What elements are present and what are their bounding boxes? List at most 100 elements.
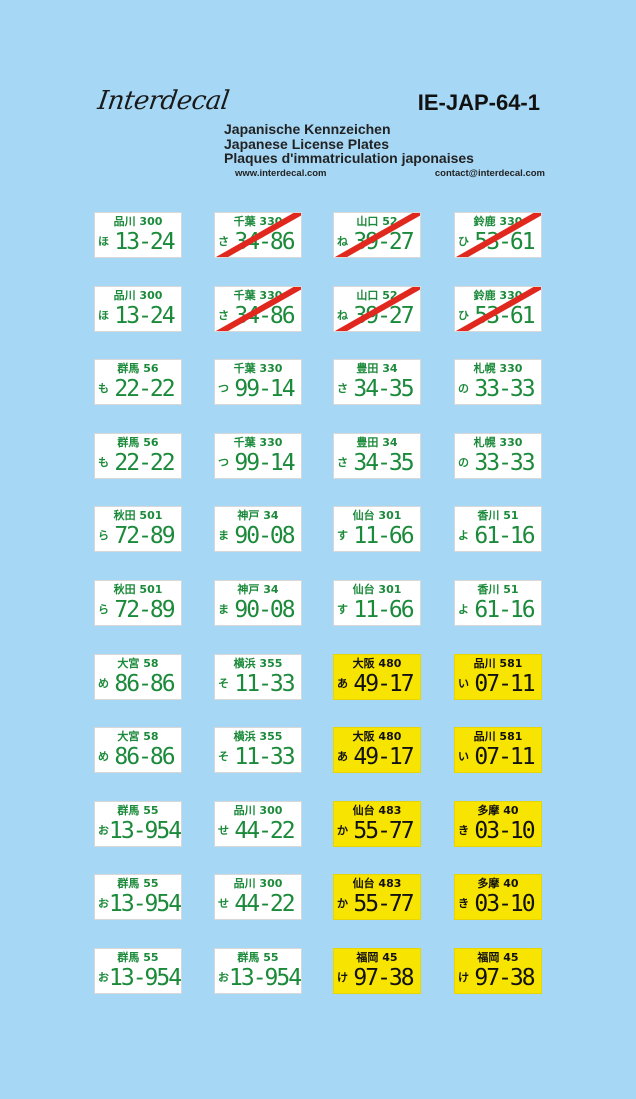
license-plate: 千葉 330 つ 99-14 [214,359,302,405]
plate-kana: め [98,750,109,763]
license-plate: 豊田 34 さ 34-35 [333,433,421,479]
plate-kana: よ [458,603,469,616]
license-plate: 豊田 34 さ 34-35 [333,359,421,405]
license-plate: 品川 300 せ 44-22 [214,801,302,847]
plate-region: 秋田 501 [113,583,163,596]
plate-number: 03-10 [474,818,535,844]
strike-through-mark [334,287,420,331]
plate-kana: さ [218,235,229,248]
plate-region: 品川 581 [473,730,523,743]
license-plate: 仙台 301 す 11-66 [333,506,421,552]
license-plate: 品川 300 せ 44-22 [214,874,302,920]
license-plate: 群馬 55 お 13-954 [94,948,182,994]
plate-kana: お [218,971,229,984]
plate-region: 群馬 55 [237,951,279,964]
plate-kana: ね [337,235,348,248]
title-french: Plaques d'immatriculation japonaises [224,150,474,166]
license-plate: 群馬 55 お 13-954 [94,801,182,847]
plate-kana: い [458,750,469,763]
email-link[interactable]: contact@interdecal.com [434,168,545,179]
plate-kana: お [98,897,109,910]
license-plate: 札幌 330 の 33-33 [454,433,542,479]
plate-number: 61-16 [474,523,535,549]
plate-region: 横浜 355 [233,657,283,670]
plate-kana: の [458,456,469,469]
plate-kana: ひ [458,235,469,248]
strike-through-mark [215,213,301,257]
product-code: IE-JAP-64-1 [417,90,540,115]
license-plate: 品川 581 い 07-11 [454,727,542,773]
plate-number: 97-38 [474,965,535,991]
license-plate: 札幌 330 の 33-33 [454,359,542,405]
strike-through-mark [215,287,301,331]
plate-number: 07-11 [474,744,535,770]
website-link[interactable]: www.interdecal.com [235,168,327,179]
plate-region: 大阪 480 [352,657,402,670]
plate-kana: ま [218,603,229,616]
plate-kana: そ [218,677,229,690]
plate-number: 86-86 [114,744,175,770]
license-plate: 品川 581 い 07-11 [454,654,542,700]
plate-number: 33-33 [474,376,535,402]
plate-region: 香川 51 [477,583,519,596]
license-plate: 大宮 58 め 86-86 [94,654,182,700]
plate-number: 13-954 [229,965,301,991]
plate-region: 大宮 58 [117,730,159,743]
license-plate: 香川 51 よ 61-16 [454,580,542,626]
plate-kana: ら [98,603,109,616]
plate-kana: め [98,677,109,690]
plate-region: 群馬 56 [117,362,159,375]
plate-number: 49-17 [353,671,414,697]
plate-region: 群馬 56 [117,436,159,449]
plate-kana: ほ [98,235,109,248]
plate-kana: け [458,971,469,984]
plate-kana: の [458,382,469,395]
plate-number: 13-954 [109,965,181,991]
license-plate: 多摩 40 き 03-10 [454,801,542,847]
plate-number: 11-33 [234,744,295,770]
license-plate: 鈴鹿 330 ひ 53-61 [454,212,542,258]
plate-kana: よ [458,529,469,542]
license-plate: 秋田 501 ら 72-89 [94,580,182,626]
plate-kana: つ [218,456,229,469]
plate-region: 横浜 355 [233,730,283,743]
plate-number: 99-14 [234,376,295,402]
plate-number: 55-77 [353,891,414,917]
plate-number: 90-08 [234,523,295,549]
license-plate: 千葉 330 さ 34-86 [214,286,302,332]
plate-number: 33-33 [474,450,535,476]
license-plate: 群馬 55 お 13-954 [214,948,302,994]
plate-region: 仙台 301 [352,583,402,596]
plate-region: 千葉 330 [233,362,283,375]
plate-region: 群馬 55 [117,804,159,817]
title-block: Japanische Kennzeichen Japanese License … [224,122,474,166]
plate-number: 34-35 [353,376,414,402]
license-plate: 千葉 330 つ 99-14 [214,433,302,479]
plate-kana: き [458,824,469,837]
license-plate: 仙台 483 か 55-77 [333,874,421,920]
plate-kana: す [337,529,348,542]
plate-number: 11-66 [353,597,414,623]
plate-number: 13-24 [114,229,175,255]
plate-kana: そ [218,750,229,763]
plate-region: 品川 300 [233,804,283,817]
plate-number: 44-22 [234,818,295,844]
license-plate: 大阪 480 あ 49-17 [333,727,421,773]
plate-kana: つ [218,382,229,395]
plate-region: 福岡 45 [356,951,398,964]
plate-kana: ね [337,309,348,322]
plate-region: 品川 300 [113,215,163,228]
license-plate: 福岡 45 け 97-38 [454,948,542,994]
plate-region: 多摩 40 [477,804,519,817]
plate-number: 72-89 [114,597,175,623]
plate-region: 千葉 330 [233,289,283,302]
license-plate: 福岡 45 け 97-38 [333,948,421,994]
plate-kana: ま [218,529,229,542]
license-plate: 大阪 480 あ 49-17 [333,654,421,700]
license-plate: 仙台 483 か 55-77 [333,801,421,847]
plate-number: 90-08 [234,597,295,623]
plate-kana: も [98,456,109,469]
plate-number: 44-22 [234,891,295,917]
plate-region: 秋田 501 [113,509,163,522]
plate-region: 豊田 34 [356,362,398,375]
